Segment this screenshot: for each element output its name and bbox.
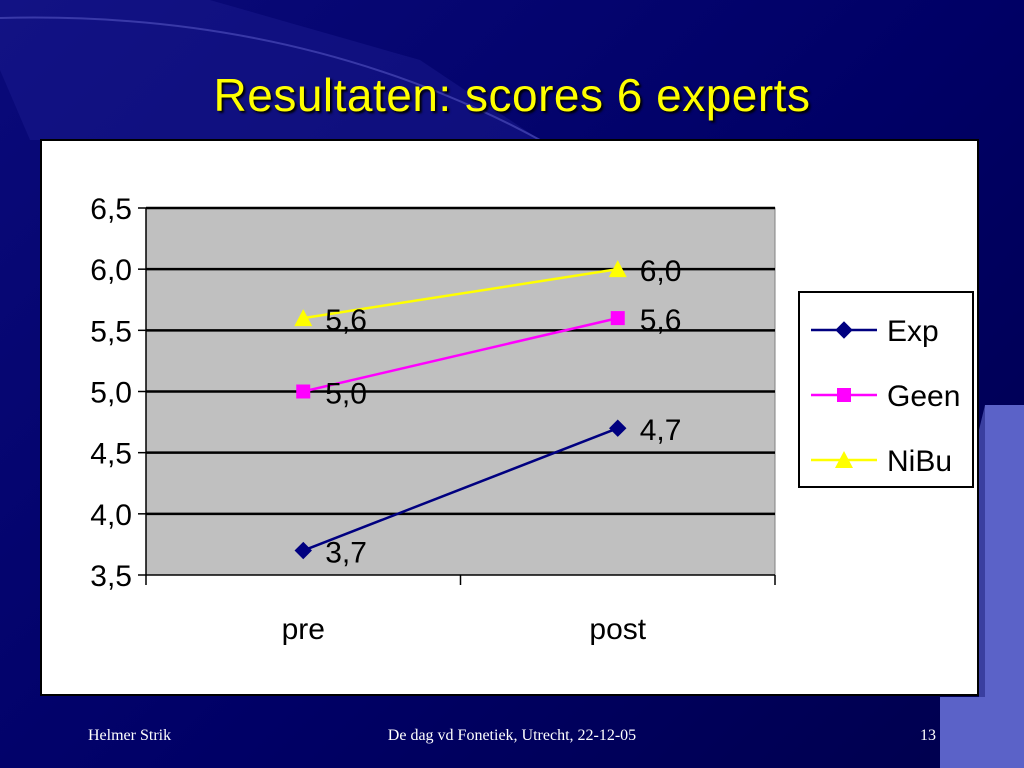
y-tick-label: 5,0 (90, 377, 132, 410)
y-tick-label: 4,0 (90, 499, 132, 532)
series-line-nibu (303, 267, 618, 320)
data-label: 6,0 (640, 255, 682, 288)
decor-stair-shape (940, 405, 1024, 768)
chart-frame: 3,5 4,0 4,5 5,0 5,5 6,0 6,5 pre post 3,7 4,7 5,0 5,6… (40, 139, 979, 696)
legend (798, 291, 974, 488)
data-point-nibu (608, 260, 627, 278)
data-point-nibu (294, 309, 313, 327)
legend-marker-nibu (835, 451, 853, 468)
line-chart: 3,5 4,0 4,5 5,0 5,5 6,0 6,5 pre post 3,7 4,7 5,0 5,6… (90, 193, 974, 646)
y-tick-label: 4,5 (90, 438, 132, 471)
decor-arc-line (0, 16, 541, 141)
y-tick-label: 6,0 (90, 254, 132, 287)
footer-author: Helmer Strik (88, 727, 172, 744)
footer-page-number: 13 (920, 727, 936, 744)
decor-arc-band (0, 0, 540, 140)
legend-marker-geen (837, 388, 851, 402)
y-tick-label: 5,5 (90, 315, 132, 348)
y-tick-label: 6,5 (90, 193, 132, 226)
data-point-exp (294, 541, 312, 560)
legend-label: Exp (887, 315, 939, 348)
data-label: 5,0 (325, 378, 367, 411)
data-label: 3,7 (325, 537, 367, 570)
x-tick-label: pre (282, 613, 325, 646)
legend-label: NiBu (887, 445, 952, 478)
legend-marker-exp (835, 321, 853, 339)
data-point-geen (610, 311, 625, 326)
data-label: 5,6 (640, 304, 682, 337)
data-label: 4,7 (640, 414, 682, 447)
data-label: 5,6 (325, 304, 367, 337)
decor-stair-shadow (979, 405, 985, 697)
footer-event: De dag vd Fonetiek, Utrecht, 22-12-05 (387, 727, 637, 744)
data-point-geen (296, 384, 311, 399)
slide-title: Resultaten: scores 6 experts (213, 69, 811, 121)
series-line-geen (302, 316, 619, 393)
y-tick-label: 3,5 (90, 560, 132, 593)
data-point-exp (609, 419, 627, 437)
series-line-exp (302, 427, 619, 552)
x-tick-label: post (589, 613, 646, 646)
legend-label: Geen (887, 380, 960, 413)
